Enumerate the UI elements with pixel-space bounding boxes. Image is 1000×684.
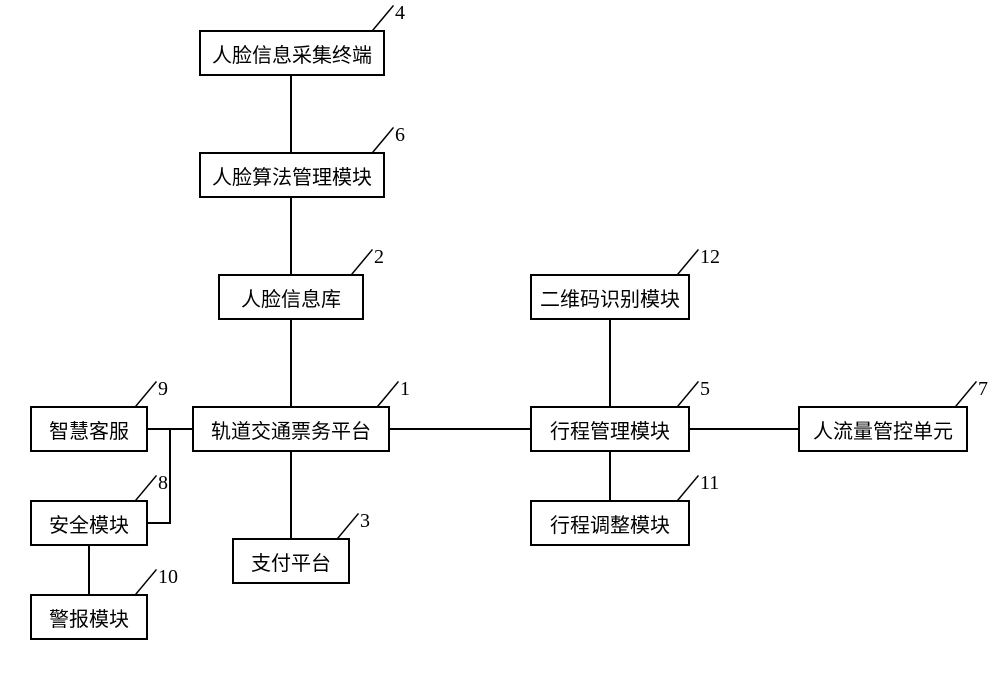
node-label: 行程调整模块 (550, 509, 670, 538)
ref-label-n2: 2 (374, 246, 384, 269)
node-n4: 人脸信息采集终端 (199, 30, 385, 76)
node-label: 支付平台 (251, 547, 331, 576)
node-n11: 行程调整模块 (530, 500, 690, 546)
node-label: 人脸信息采集终端 (212, 39, 372, 68)
ref-label-n1: 1 (400, 378, 410, 401)
node-n1: 轨道交通票务平台 (192, 406, 390, 452)
node-n12: 二维码识别模块 (530, 274, 690, 320)
node-label: 人脸信息库 (241, 283, 341, 312)
ref-label-n11: 11 (700, 472, 719, 495)
ref-label-n6: 6 (395, 124, 405, 147)
ref-label-n8: 8 (158, 472, 168, 495)
node-label: 警报模块 (49, 603, 129, 632)
ref-label-n3: 3 (360, 510, 370, 533)
node-n2: 人脸信息库 (218, 274, 364, 320)
node-label: 安全模块 (49, 509, 129, 538)
node-label: 轨道交通票务平台 (211, 415, 371, 444)
node-n8: 安全模块 (30, 500, 148, 546)
node-n7: 人流量管控单元 (798, 406, 968, 452)
ref-label-n10: 10 (158, 566, 178, 589)
ref-label-n7: 7 (978, 378, 988, 401)
node-label: 智慧客服 (49, 415, 129, 444)
node-n5: 行程管理模块 (530, 406, 690, 452)
node-label: 人脸算法管理模块 (212, 161, 372, 190)
node-label: 二维码识别模块 (540, 283, 680, 312)
ref-label-n5: 5 (700, 378, 710, 401)
ref-label-n9: 9 (158, 378, 168, 401)
ref-label-n4: 4 (395, 2, 405, 25)
node-n3: 支付平台 (232, 538, 350, 584)
node-n6: 人脸算法管理模块 (199, 152, 385, 198)
edges-layer (0, 0, 1000, 684)
node-label: 人流量管控单元 (813, 415, 953, 444)
node-n10: 警报模块 (30, 594, 148, 640)
node-n9: 智慧客服 (30, 406, 148, 452)
ref-label-n12: 12 (700, 246, 720, 269)
diagram-canvas: 轨道交通票务平台人脸信息库支付平台 人脸信息采集终端行程管理模块 人脸算法管理模块人… (0, 0, 1000, 684)
node-label: 行程管理模块 (550, 415, 670, 444)
